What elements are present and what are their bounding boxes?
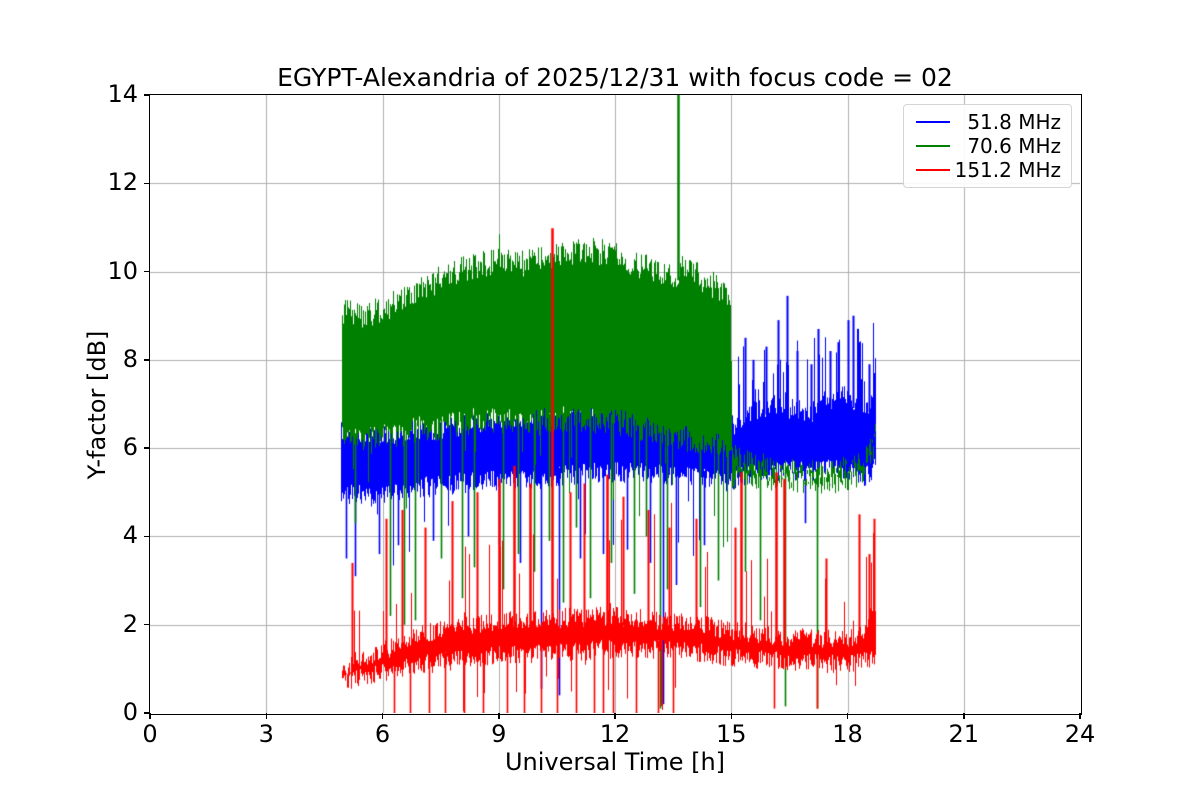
x-tick-label: 24 xyxy=(1064,720,1096,748)
legend-label: 51.8 MHz xyxy=(967,110,1061,134)
legend-row: 51.8 MHz xyxy=(916,110,1061,134)
y-tick-mark xyxy=(144,623,150,626)
x-tick-mark xyxy=(381,713,384,719)
legend-label: 70.6 MHz xyxy=(967,134,1061,158)
x-tick-mark xyxy=(963,713,965,719)
legend-row: 151.2 MHz xyxy=(916,158,1061,182)
x-tick-label: 6 xyxy=(374,720,391,748)
x-tick-label: 0 xyxy=(142,720,158,748)
x-tick-label: 15 xyxy=(715,720,747,748)
x-tick-label: 21 xyxy=(948,720,980,748)
y-tick-mark xyxy=(144,270,150,273)
legend-row: 70.6 MHz xyxy=(916,134,1061,158)
y-tick-mark xyxy=(144,447,150,449)
y-tick-label: 14 xyxy=(107,80,138,108)
y-tick-label: 4 xyxy=(122,521,138,550)
x-tick-label: 12 xyxy=(599,720,631,748)
legend-line-sample xyxy=(916,121,950,123)
x-tick-mark xyxy=(265,713,267,719)
x-tick-label: 3 xyxy=(258,720,274,748)
x-axis-label: Universal Time [h] xyxy=(504,748,726,776)
chart-title: EGYPT-Alexandria of 2025/12/31 with focu… xyxy=(277,63,953,92)
x-tick-label: 9 xyxy=(491,720,507,748)
y-tick-label: 8 xyxy=(122,344,138,373)
legend: 51.8 MHz 70.6 MHz 151.2 MHz xyxy=(903,104,1072,188)
x-tick-mark xyxy=(149,713,151,719)
x-tick-mark xyxy=(730,713,732,719)
y-tick-label: 12 xyxy=(107,168,138,197)
y-tick-mark xyxy=(144,712,150,714)
legend-line-sample xyxy=(916,169,950,171)
legend-label: 151.2 MHz xyxy=(954,158,1061,182)
y-tick-mark xyxy=(144,94,150,96)
y-tick-label: 10 xyxy=(107,256,138,285)
x-tick-mark xyxy=(614,713,616,719)
y-tick-mark xyxy=(144,535,150,538)
y-tick-label: 0 xyxy=(122,698,138,726)
y-tick-label: 2 xyxy=(122,609,138,638)
x-tick-mark xyxy=(1079,713,1081,719)
chart-canvas xyxy=(150,95,1080,713)
y-tick-mark xyxy=(144,359,150,361)
y-axis-label: Y-factor [dB] xyxy=(83,330,111,480)
legend-line-sample xyxy=(916,145,950,147)
y-tick-label: 6 xyxy=(122,433,138,462)
y-tick-mark xyxy=(144,182,150,185)
x-tick-label: 18 xyxy=(832,720,863,748)
x-tick-mark xyxy=(846,713,849,719)
x-tick-mark xyxy=(498,713,500,719)
